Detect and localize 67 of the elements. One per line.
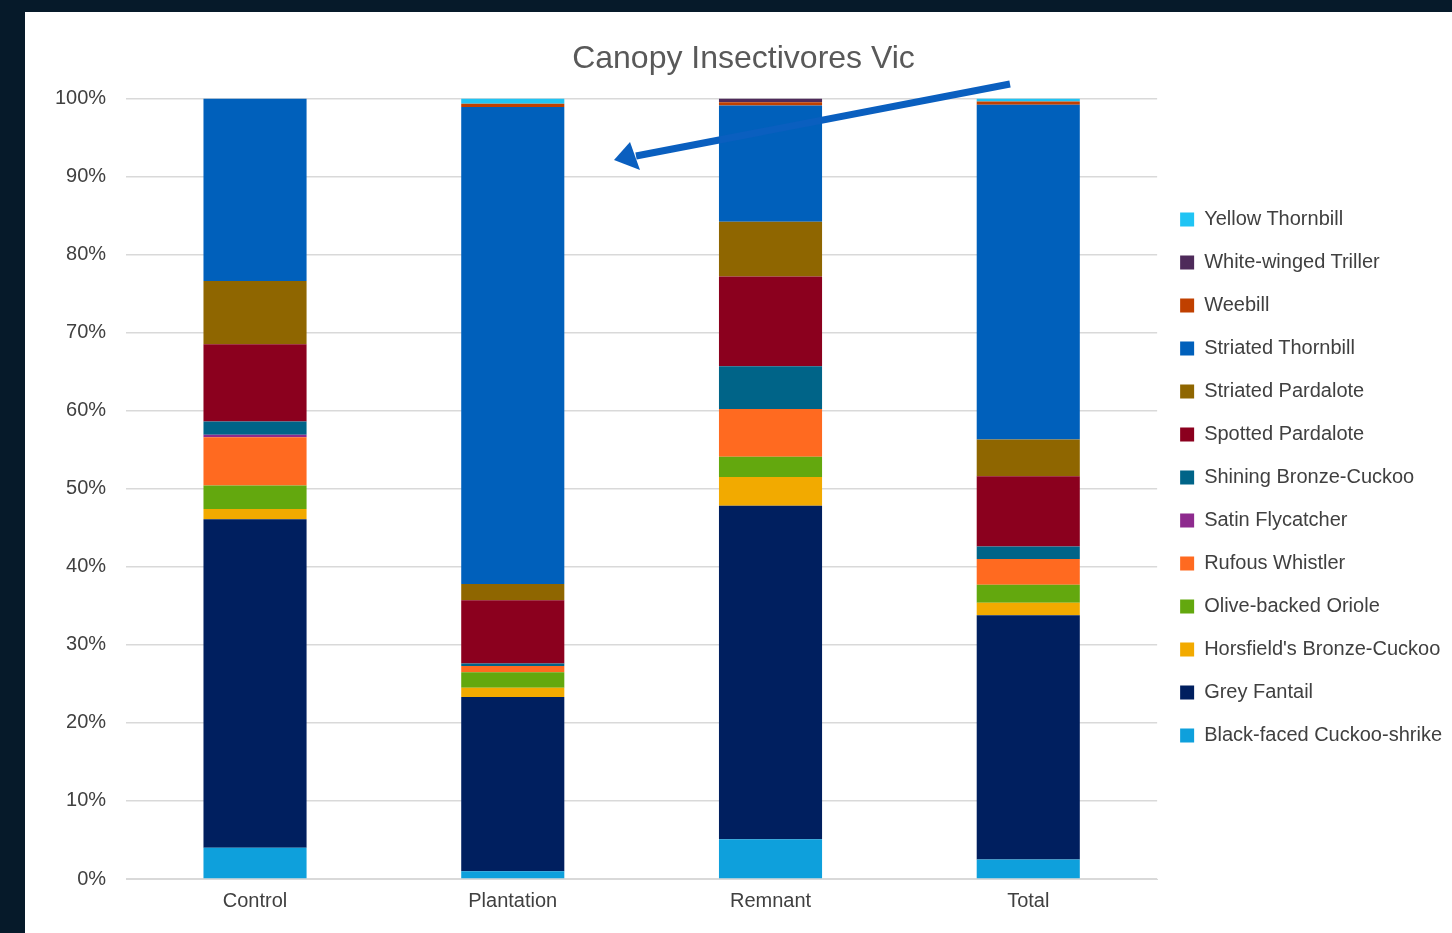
x-tick-label: Control	[222, 888, 288, 911]
y-tick-label: 80%	[66, 242, 107, 265]
y-tick-label: 100%	[55, 85, 107, 108]
bar	[976, 859, 1080, 879]
bar	[461, 697, 565, 872]
bar	[976, 476, 1080, 547]
bar	[461, 106, 565, 584]
x-tick-label: Total	[1007, 888, 1050, 911]
bar	[718, 221, 823, 277]
y-tick-label: 20%	[66, 710, 107, 733]
y-tick-label: 70%	[66, 320, 107, 343]
bar	[976, 104, 1080, 440]
bar	[461, 600, 565, 664]
bar	[461, 583, 565, 601]
bar	[718, 839, 823, 879]
y-tick-label: 60%	[66, 398, 107, 421]
legend-label: Rufous Whistler	[1204, 551, 1346, 574]
bar	[203, 485, 307, 509]
bar	[461, 103, 565, 107]
y-tick-label: 90%	[66, 163, 107, 186]
bar	[203, 437, 307, 486]
bar	[718, 505, 823, 840]
bar	[976, 558, 1080, 585]
legend-label: Black-faced Cuckoo-shrike	[1204, 723, 1442, 746]
bar	[718, 456, 823, 477]
bar	[461, 665, 565, 673]
x-tick-label: Plantation	[468, 888, 558, 911]
bar	[976, 584, 1080, 603]
bar	[718, 105, 823, 222]
y-tick-label: 40%	[66, 554, 107, 577]
chart-title: Canopy Insectivores Vic	[572, 39, 915, 76]
bar	[718, 102, 823, 106]
bar	[203, 98, 307, 282]
bar	[718, 366, 823, 410]
legend-label: Shining Bronze-Cuckoo	[1204, 465, 1415, 488]
legend-label: Spotted Pardalote	[1204, 422, 1365, 445]
bar	[203, 519, 307, 848]
bar	[718, 409, 823, 457]
x-tick-label: Remnant	[729, 888, 812, 911]
legend-label: Olive-backed Oriole	[1204, 594, 1380, 617]
bar	[976, 602, 1080, 616]
legend-label: Satin Flycatcher	[1204, 508, 1348, 531]
bar	[203, 509, 307, 520]
bar	[461, 672, 565, 688]
legend-label: Horsfield's Bronze-Cuckoo	[1204, 637, 1441, 660]
y-tick-label: 10%	[66, 788, 107, 811]
legend-label: Grey Fantail	[1204, 680, 1314, 703]
bar	[718, 476, 823, 506]
legend-label: Weebill	[1204, 293, 1270, 316]
bar	[461, 687, 565, 698]
bar	[203, 421, 307, 435]
bar	[976, 615, 1080, 860]
legend-label: Striated Pardalote	[1204, 379, 1365, 402]
legend-label: Striated Thornbill	[1204, 336, 1355, 359]
bar	[203, 281, 307, 345]
y-tick-label: 50%	[66, 476, 107, 499]
bar	[718, 276, 823, 367]
y-tick-label: 30%	[66, 632, 107, 655]
bar	[461, 98, 565, 104]
bar	[203, 344, 307, 422]
bar	[976, 439, 1080, 477]
bar	[976, 546, 1080, 559]
bar	[461, 871, 565, 879]
legend-label: Yellow Thornbill	[1204, 207, 1344, 230]
y-tick-label: 0%	[77, 866, 107, 889]
legend-label: White-winged Triller	[1204, 250, 1381, 273]
bar	[203, 847, 307, 879]
